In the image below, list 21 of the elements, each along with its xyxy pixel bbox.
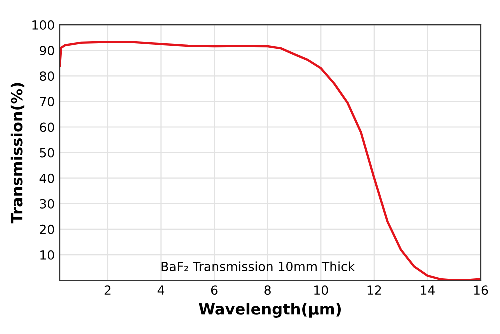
y-tick-label: 90: [40, 46, 54, 56]
x-tick-label: 8: [264, 286, 271, 296]
x-tick-label: 12: [368, 286, 382, 295]
x-tick-label: 14: [421, 286, 435, 295]
x-axis-title: Wavelength(μm): [199, 303, 342, 318]
x-tick-label: 16: [474, 286, 488, 296]
y-tick-label: 30: [40, 199, 54, 209]
y-tick-label: 70: [40, 97, 54, 107]
x-tick-label: 10: [314, 286, 328, 296]
y-tick-label: 80: [40, 72, 54, 82]
y-tick-label: 10: [40, 250, 54, 260]
x-tick-label: 4: [158, 286, 165, 295]
y-tick-label: 100: [32, 20, 54, 30]
y-tick-label: 40: [40, 174, 54, 184]
x-tick-label: 2: [104, 286, 111, 295]
y-tick-label: 60: [40, 122, 54, 132]
y-tick-label: 20: [40, 224, 54, 234]
y-tick-label: 50: [40, 148, 54, 158]
x-tick-label: 6: [211, 286, 218, 296]
y-axis-title: Transmission(%): [10, 83, 25, 224]
annotation: BaF₂ Transmission 10mm Thick: [162, 262, 356, 272]
